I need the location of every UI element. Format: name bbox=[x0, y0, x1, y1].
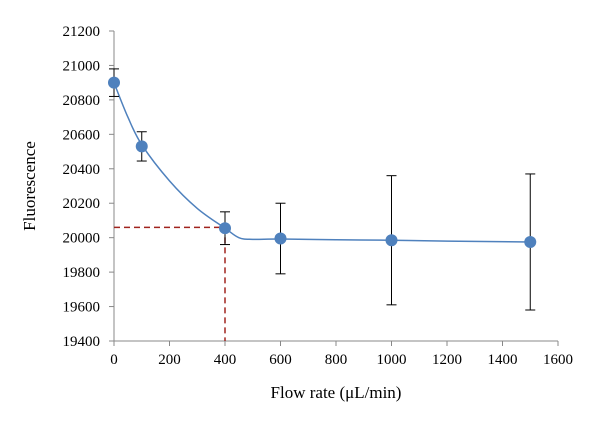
data-points bbox=[108, 76, 537, 248]
x-axis-title: Flow rate (μL/min) bbox=[271, 383, 402, 402]
x-tick-label: 200 bbox=[158, 352, 181, 368]
x-ticks: 0 200 400 600 800 1000 1200 1400 1600 bbox=[110, 341, 573, 368]
y-tick-label: 20800 bbox=[63, 93, 101, 109]
x-tick-label: 1400 bbox=[488, 352, 518, 368]
data-point bbox=[219, 222, 231, 235]
data-point bbox=[135, 140, 148, 153]
y-ticks: 19400 19600 19800 20000 20200 20400 20600 20800… bbox=[63, 24, 114, 350]
x-tick-label: 1600 bbox=[543, 352, 573, 368]
y-tick-label: 19400 bbox=[63, 334, 101, 350]
data-point bbox=[385, 234, 398, 247]
data-point bbox=[524, 235, 537, 248]
y-tick-label: 20000 bbox=[63, 231, 101, 247]
y-tick-label: 19800 bbox=[63, 265, 101, 281]
y-tick-label: 20400 bbox=[63, 162, 101, 178]
error-bars bbox=[109, 68, 536, 311]
x-tick-label: 600 bbox=[269, 352, 292, 368]
x-tick-label: 800 bbox=[325, 352, 348, 368]
x-tick-label: 0 bbox=[110, 352, 118, 368]
data-point bbox=[274, 232, 287, 245]
y-tick-label: 21200 bbox=[63, 24, 101, 40]
trend-line bbox=[113, 82, 531, 243]
y-axis-title: Fluorescence bbox=[20, 141, 39, 231]
x-tick-label: 1200 bbox=[432, 352, 462, 368]
axes bbox=[113, 31, 558, 342]
reference-lines bbox=[114, 226, 226, 341]
x-tick-label: 1000 bbox=[377, 352, 407, 368]
y-tick-label: 19600 bbox=[63, 300, 101, 316]
y-tick-label: 20200 bbox=[63, 196, 101, 212]
x-tick-label: 400 bbox=[214, 352, 237, 368]
data-point bbox=[108, 76, 120, 89]
y-tick-label: 21000 bbox=[63, 58, 101, 74]
y-tick-label: 20600 bbox=[63, 127, 101, 143]
